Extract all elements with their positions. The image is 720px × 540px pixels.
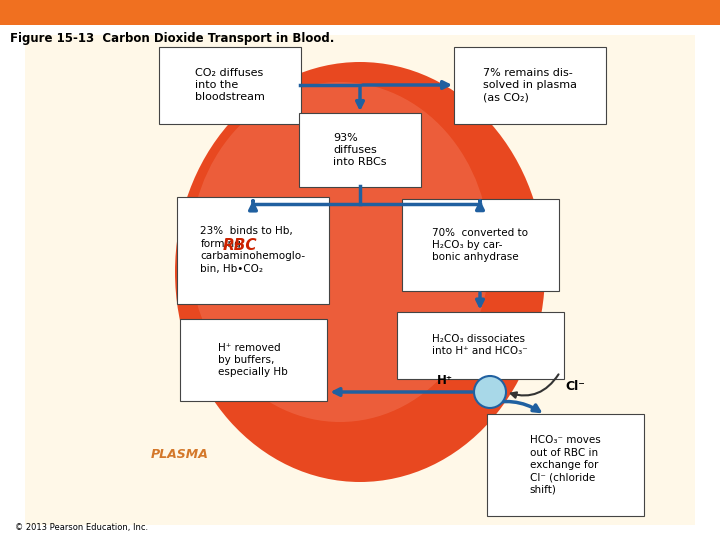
FancyBboxPatch shape [402,199,559,291]
Text: 93%
diffuses
into RBCs: 93% diffuses into RBCs [333,133,387,167]
Text: CO₂ diffuses
into the
bloodstream: CO₂ diffuses into the bloodstream [195,68,265,103]
Text: Cl⁻: Cl⁻ [565,381,585,394]
Bar [0,0,720,25]
Text: 70%  converted to
H₂CO₃ by car-
bonic anhydrase: 70% converted to H₂CO₃ by car- bonic anh… [432,227,528,262]
FancyBboxPatch shape [397,312,564,379]
Text: PLASMA: PLASMA [151,449,209,462]
FancyBboxPatch shape [177,197,329,303]
Text: RBC: RBC [222,238,257,253]
FancyBboxPatch shape [299,113,421,187]
FancyBboxPatch shape [487,414,644,516]
Ellipse shape [190,82,490,422]
Text: H₂CO₃ dissociates
into H⁺ and HCO₃⁻: H₂CO₃ dissociates into H⁺ and HCO₃⁻ [432,334,528,356]
Ellipse shape [175,62,545,482]
Circle shape [474,376,506,408]
Text: HCO₃⁻ moves
out of RBC in
exchange for
Cl⁻ (chloride
shift): HCO₃⁻ moves out of RBC in exchange for C… [530,435,600,495]
Text: H⁺: H⁺ [437,374,453,387]
Text: 7% remains dis-
solved in plasma
(as CO₂): 7% remains dis- solved in plasma (as CO₂… [483,68,577,103]
FancyBboxPatch shape [159,46,301,124]
Text: Figure 15-13  Carbon Dioxide Transport in Blood.: Figure 15-13 Carbon Dioxide Transport in… [10,32,334,45]
Text: © 2013 Pearson Education, Inc.: © 2013 Pearson Education, Inc. [15,523,148,532]
FancyBboxPatch shape [454,46,606,124]
Text: 23%  binds to Hb,
forming
carbaminohemoglo-
bin, Hb•CO₂: 23% binds to Hb, forming carbaminohemogl… [200,226,305,274]
Text: H⁺ removed
by buffers,
especially Hb: H⁺ removed by buffers, especially Hb [218,342,288,377]
FancyBboxPatch shape [179,319,326,401]
